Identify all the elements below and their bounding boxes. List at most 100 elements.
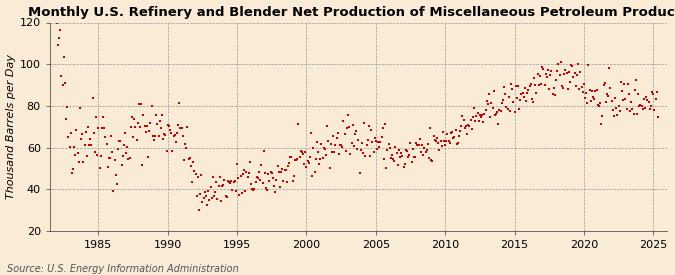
Point: [545, 72, 556, 77]
Point: [286, 155, 297, 159]
Point: [119, 131, 130, 136]
Point: [196, 173, 207, 178]
Point: [256, 163, 267, 167]
Point: [363, 124, 374, 128]
Point: [290, 158, 300, 163]
Point: [159, 132, 169, 136]
Point: [215, 199, 226, 203]
Point: [103, 156, 114, 160]
Point: [128, 134, 138, 139]
Point: [86, 142, 97, 147]
Point: [455, 129, 466, 133]
Point: [599, 80, 610, 85]
Point: [525, 82, 536, 86]
Point: [611, 105, 622, 110]
Point: [327, 150, 338, 155]
Point: [529, 75, 539, 80]
Point: [151, 113, 161, 117]
Point: [465, 118, 476, 123]
Point: [218, 182, 229, 187]
Point: [210, 190, 221, 194]
Point: [105, 155, 115, 160]
Point: [188, 160, 198, 164]
Point: [54, 36, 65, 41]
Point: [192, 174, 203, 179]
Point: [241, 170, 252, 174]
Point: [442, 131, 453, 136]
Point: [603, 94, 614, 99]
Point: [434, 147, 445, 152]
Point: [471, 114, 482, 118]
Point: [191, 194, 202, 199]
Point: [601, 92, 612, 96]
Point: [74, 106, 85, 110]
Point: [509, 110, 520, 114]
Point: [95, 154, 106, 159]
Point: [221, 194, 232, 199]
Point: [639, 97, 649, 101]
Point: [242, 175, 253, 180]
Point: [165, 128, 176, 132]
Point: [61, 116, 72, 121]
Point: [653, 115, 664, 119]
Point: [329, 150, 340, 155]
Point: [79, 143, 90, 147]
Point: [460, 124, 471, 128]
Point: [406, 160, 417, 164]
Point: [180, 142, 190, 146]
Point: [111, 182, 122, 186]
Point: [613, 104, 624, 109]
Point: [239, 168, 250, 172]
Point: [300, 150, 310, 154]
Point: [444, 141, 455, 145]
Point: [178, 134, 188, 138]
Point: [356, 140, 367, 145]
Point: [619, 82, 630, 86]
Point: [93, 126, 104, 130]
Point: [146, 104, 157, 109]
Point: [62, 105, 73, 109]
Point: [564, 70, 574, 74]
Point: [204, 198, 215, 202]
Point: [255, 178, 266, 182]
Point: [500, 92, 511, 96]
Point: [632, 112, 643, 117]
Point: [207, 175, 218, 179]
Point: [369, 135, 380, 140]
Point: [142, 124, 153, 128]
Point: [556, 84, 567, 88]
Point: [223, 180, 234, 185]
Point: [597, 113, 608, 118]
Point: [219, 178, 230, 182]
Point: [240, 188, 250, 193]
Point: [71, 128, 82, 133]
Point: [559, 72, 570, 76]
Point: [359, 121, 370, 126]
Y-axis label: Thousand Barrels per Day: Thousand Barrels per Day: [5, 54, 16, 199]
Point: [248, 188, 259, 192]
Point: [175, 126, 186, 131]
Point: [382, 148, 393, 153]
Point: [332, 131, 343, 136]
Point: [263, 172, 274, 176]
Point: [116, 163, 127, 167]
Point: [485, 115, 495, 120]
Point: [443, 139, 454, 143]
Point: [463, 122, 474, 127]
Point: [345, 151, 356, 156]
Point: [585, 88, 595, 92]
Point: [460, 126, 470, 130]
Point: [452, 140, 463, 145]
Point: [103, 165, 113, 169]
Point: [207, 196, 217, 200]
Point: [343, 113, 354, 117]
Point: [499, 85, 510, 89]
Point: [114, 139, 125, 144]
Point: [477, 113, 487, 117]
Point: [526, 97, 537, 101]
Point: [648, 92, 659, 97]
Point: [209, 194, 219, 198]
Point: [589, 97, 599, 102]
Point: [437, 130, 448, 134]
Point: [155, 119, 165, 123]
